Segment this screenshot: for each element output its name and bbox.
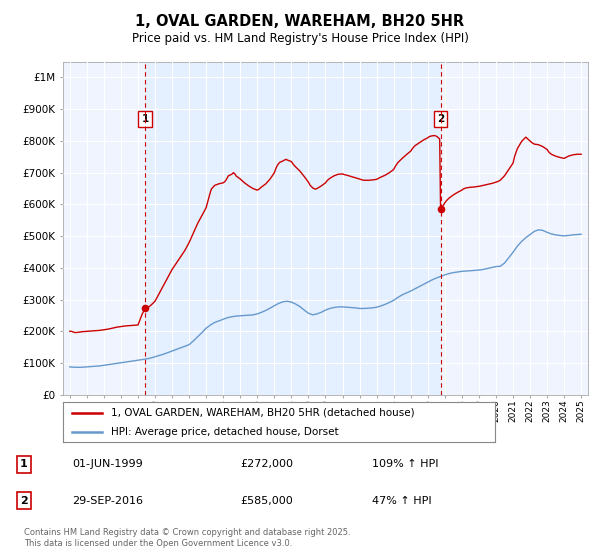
Text: £272,000: £272,000 bbox=[240, 459, 293, 469]
Text: 109% ↑ HPI: 109% ↑ HPI bbox=[372, 459, 439, 469]
Text: HPI: Average price, detached house, Dorset: HPI: Average price, detached house, Dors… bbox=[110, 427, 338, 436]
Text: 2: 2 bbox=[437, 114, 444, 124]
Text: £585,000: £585,000 bbox=[240, 496, 293, 506]
Text: Contains HM Land Registry data © Crown copyright and database right 2025.
This d: Contains HM Land Registry data © Crown c… bbox=[24, 528, 350, 548]
Text: 1: 1 bbox=[142, 114, 149, 124]
Text: 29-SEP-2016: 29-SEP-2016 bbox=[72, 496, 143, 506]
Text: 01-JUN-1999: 01-JUN-1999 bbox=[72, 459, 143, 469]
Text: 1, OVAL GARDEN, WAREHAM, BH20 5HR (detached house): 1, OVAL GARDEN, WAREHAM, BH20 5HR (detac… bbox=[110, 408, 414, 418]
Text: 1: 1 bbox=[20, 459, 28, 469]
Bar bbox=[145, 62, 440, 395]
Text: 2: 2 bbox=[20, 496, 28, 506]
Text: 47% ↑ HPI: 47% ↑ HPI bbox=[372, 496, 431, 506]
Text: Price paid vs. HM Land Registry's House Price Index (HPI): Price paid vs. HM Land Registry's House … bbox=[131, 32, 469, 45]
Text: 1, OVAL GARDEN, WAREHAM, BH20 5HR: 1, OVAL GARDEN, WAREHAM, BH20 5HR bbox=[136, 14, 464, 29]
